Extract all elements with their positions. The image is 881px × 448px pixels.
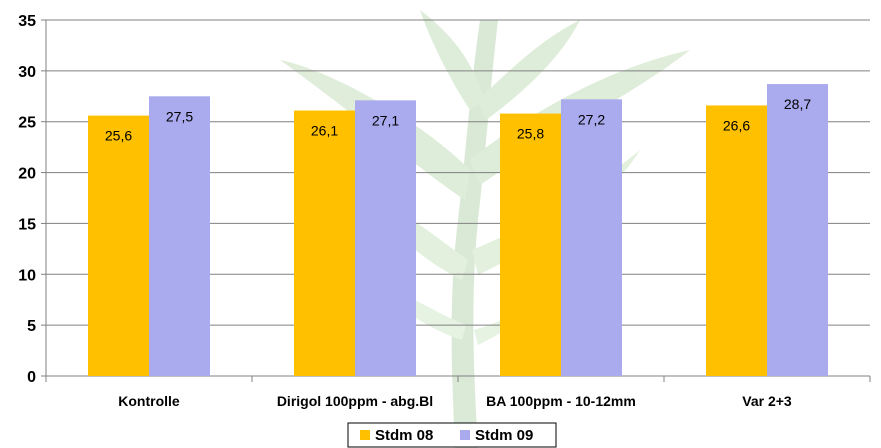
bar-stdm-09	[561, 99, 622, 376]
y-tick-label: 30	[18, 64, 36, 81]
legend-swatch	[460, 430, 470, 440]
bar-stdm-08	[500, 113, 561, 376]
data-label: 25,6	[105, 128, 132, 144]
y-tick-label: 35	[18, 13, 36, 30]
y-axis-ticks: 0 5 10 15 20 25 30 35	[18, 13, 36, 386]
x-category-label: BA 100ppm - 10-12mm	[486, 393, 636, 409]
bar-stdm-09	[149, 96, 210, 377]
legend-label: Stdm 09	[475, 427, 533, 444]
bar-stdm-08	[88, 115, 149, 377]
bar-stdm-09	[355, 100, 416, 377]
x-category-label: Kontrolle	[118, 393, 180, 409]
legend-label: Stdm 08	[375, 427, 433, 444]
legend: Stdm 08 Stdm 09	[347, 422, 557, 448]
bar-stdm-08	[294, 110, 355, 377]
y-tick-label: 15	[18, 216, 36, 233]
data-label: 26,6	[723, 117, 750, 133]
data-label: 25,8	[517, 126, 544, 142]
data-label: 28,7	[784, 96, 811, 112]
data-label: 27,2	[578, 111, 605, 127]
x-category-label: Dirigol 100ppm - abg.Bl	[277, 393, 433, 409]
legend-box	[347, 422, 557, 448]
legend-swatch	[360, 430, 370, 440]
data-label: 27,1	[372, 112, 399, 128]
x-axis-categories: Kontrolle Dirigol 100ppm - abg.Bl BA 100pp…	[118, 393, 792, 409]
bar-stdm-09	[767, 84, 828, 376]
data-labels: 25,6 27,5 26,1 27,1 25,8 27,2 26,6 28,7	[105, 96, 811, 144]
x-category-label: Var 2+3	[742, 393, 792, 409]
y-tick-label: 5	[27, 318, 36, 335]
bar-stdm-08	[706, 105, 767, 376]
data-label: 26,1	[311, 123, 338, 139]
y-tick-label: 10	[18, 267, 36, 284]
y-tick-label: 0	[27, 369, 36, 386]
data-label: 27,5	[166, 108, 193, 124]
y-tick-label: 25	[18, 115, 36, 132]
y-tick-label: 20	[18, 166, 36, 183]
bars	[88, 84, 828, 377]
